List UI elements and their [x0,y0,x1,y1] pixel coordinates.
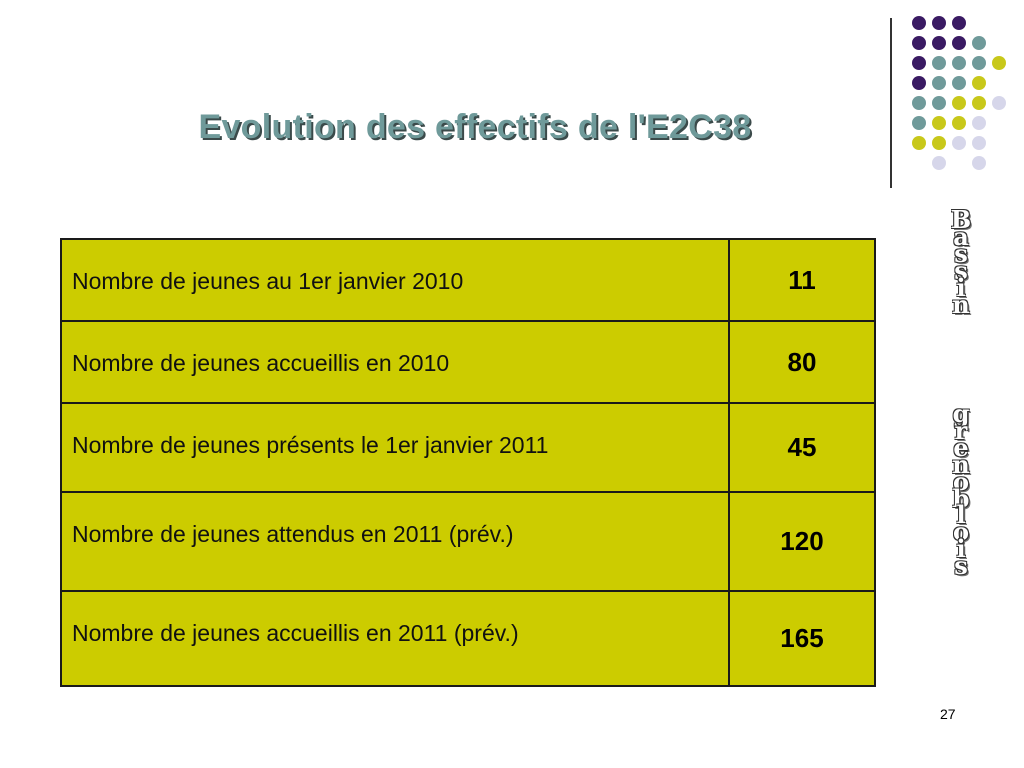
table-row: Nombre de jeunes attendus en 2011 (prév.… [60,491,876,592]
side-letter: s [954,255,968,285]
decorative-dot [912,36,926,50]
side-letter: b [952,483,970,513]
decorative-dot [952,136,966,150]
row-value: 11 [728,237,876,323]
decorative-dot [972,116,986,130]
decorative-dot [952,96,966,110]
row-label: Nombre de jeunes présents le 1er janvier… [60,401,730,494]
side-letter: a [953,221,969,251]
table-row: Nombre de jeunes au 1er janvier 2010 11 [60,237,876,323]
side-letter: i [956,534,966,564]
side-letter: i [956,272,966,302]
decorative-dot [972,76,986,90]
row-label: Nombre de jeunes au 1er janvier 2010 [60,237,730,323]
decorative-dot [992,56,1006,70]
decorative-dot [932,96,946,110]
row-value: 165 [728,589,876,688]
decorative-dot [932,16,946,30]
decorative-dot [932,76,946,90]
side-letter: g [952,399,970,428]
decorative-dot [912,76,926,90]
side-letter: e [953,432,969,462]
decorative-dot [932,156,946,170]
page-number: 27 [940,706,956,722]
effectifs-table: Nombre de jeunes au 1er janvier 2010 11 … [60,237,876,688]
decorative-dot [972,56,986,70]
slide-title: Evolution des effectifs de l'E2C38 [198,108,752,146]
row-value: 45 [728,401,876,494]
decorative-dot [992,96,1006,110]
table-row: Nombre de jeunes accueillis en 2010 80 [60,320,876,404]
decorative-dot [932,136,946,150]
decorative-dot [952,76,966,90]
side-letter: B [950,205,972,234]
table-row: Nombre de jeunes accueillis en 2011 (pré… [60,589,876,688]
decorative-dot [912,116,926,130]
decorative-dot [912,96,926,110]
decorative-dot [932,56,946,70]
decorative-dot [912,16,926,30]
decorative-dot [972,156,986,170]
decorative-dot [952,116,966,130]
side-letter: r [954,415,968,445]
decorative-dot [972,36,986,50]
decorative-dot [972,136,986,150]
row-label: Nombre de jeunes accueillis en 2011 (pré… [60,589,730,688]
side-letter: n [952,289,970,319]
side-letter: o [952,466,969,496]
side-letter: l [956,500,966,530]
side-letter: s [954,238,968,268]
row-label: Nombre de jeunes accueillis en 2010 [60,320,730,404]
side-letter: o [952,517,969,547]
row-value: 80 [728,320,876,404]
decorative-dot [972,96,986,110]
row-value: 120 [728,491,876,592]
side-letter: n [952,449,970,479]
decorative-dot [932,36,946,50]
row-label: Nombre de jeunes attendus en 2011 (prév.… [60,491,730,592]
side-letter: s [954,551,968,581]
decorative-dot [952,36,966,50]
decorative-dot [952,56,966,70]
decorative-dot [932,116,946,130]
decorative-dot [912,136,926,150]
table-row: Nombre de jeunes présents le 1er janvier… [60,401,876,494]
title-divider [890,18,892,188]
decorative-dot [952,16,966,30]
decorative-dot [912,56,926,70]
